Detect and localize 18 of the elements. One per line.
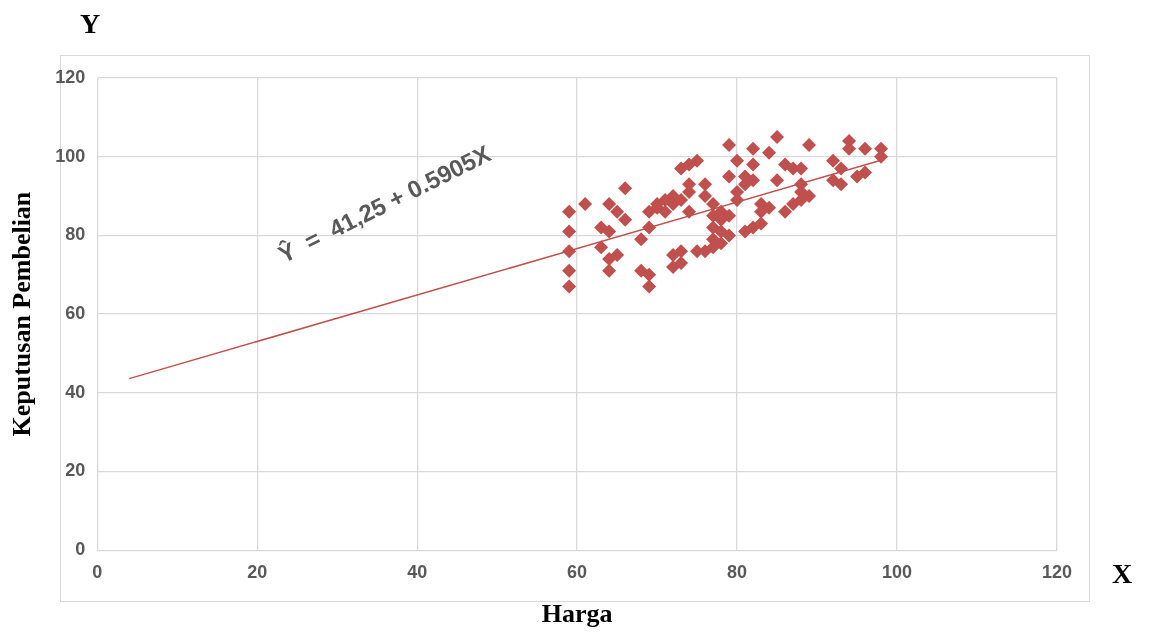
x-axis-title: Harga — [541, 599, 613, 629]
y-tick-label: 80 — [65, 224, 86, 245]
x-tick-label: 20 — [247, 561, 268, 582]
y-axis-title: Keputusan Pembelian — [7, 191, 37, 437]
y-tick-label: 0 — [75, 539, 86, 560]
text: Y — [80, 8, 101, 40]
x-tick-label: 100 — [882, 561, 913, 582]
x-tick-label: 60 — [567, 561, 588, 582]
y-tick-label: 20 — [65, 460, 86, 481]
x-tick-label: 40 — [407, 561, 428, 582]
y-tick-label: 40 — [65, 381, 86, 402]
y-tick-label: 100 — [55, 145, 86, 166]
text: X — [1112, 558, 1133, 590]
x-tick-label: 80 — [727, 561, 748, 582]
y-tick-label: 120 — [55, 66, 86, 87]
y-tick-label: 60 — [65, 303, 86, 324]
x-tick-label: 120 — [1041, 561, 1073, 582]
x-tick-label: 0 — [92, 561, 103, 582]
